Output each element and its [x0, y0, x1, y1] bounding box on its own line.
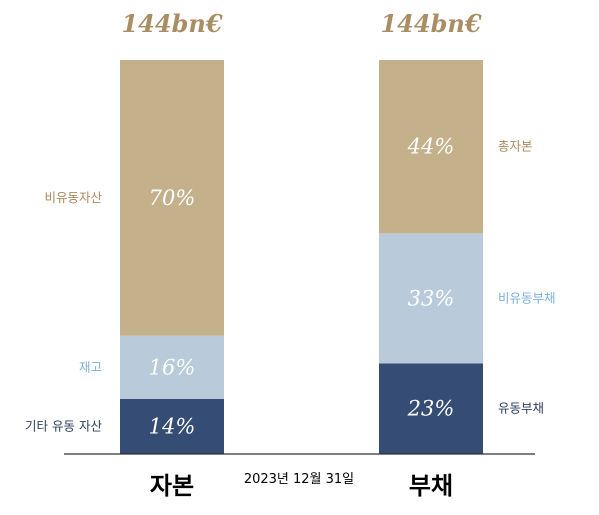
- segment-category-label: 기타 유동 자산: [25, 418, 102, 433]
- bar-segment-0-1: [120, 335, 224, 399]
- segment-percent-label: 23%: [407, 397, 455, 421]
- bar-total-label: 144bn€: [380, 9, 481, 38]
- segment-category-label: 유동부채: [498, 401, 544, 416]
- category-label: 자본: [150, 472, 194, 500]
- bar-segment-0-0: [120, 398, 224, 454]
- date-label: 2023년 12월 31일: [244, 472, 354, 487]
- segment-percent-label: 44%: [407, 135, 455, 159]
- category-label: 부채: [409, 472, 453, 500]
- segment-percent-label: 70%: [149, 186, 196, 210]
- segment-percent-label: 33%: [408, 286, 455, 310]
- segment-category-label: 재고: [79, 359, 102, 374]
- segment-category-label: 총자본: [498, 139, 533, 154]
- bars-layer: 14% 기타 유동 자산 16% 재고 70% 비유동자산 144bn€ 자본 23% 유동부채 3…: [25, 9, 555, 500]
- bar-segment-1-1: [379, 233, 483, 364]
- segment-category-label: 비유동자산: [44, 190, 102, 205]
- bar-total-label: 144bn€: [121, 9, 222, 38]
- bar-segment-0-2: [120, 60, 224, 336]
- segment-category-label: 비유동부채: [498, 290, 556, 305]
- bar-segment-1-0: [379, 363, 483, 454]
- segment-percent-label: 16%: [149, 355, 196, 379]
- bar-segment-1-2: [379, 60, 483, 234]
- segment-percent-label: 14%: [149, 414, 196, 438]
